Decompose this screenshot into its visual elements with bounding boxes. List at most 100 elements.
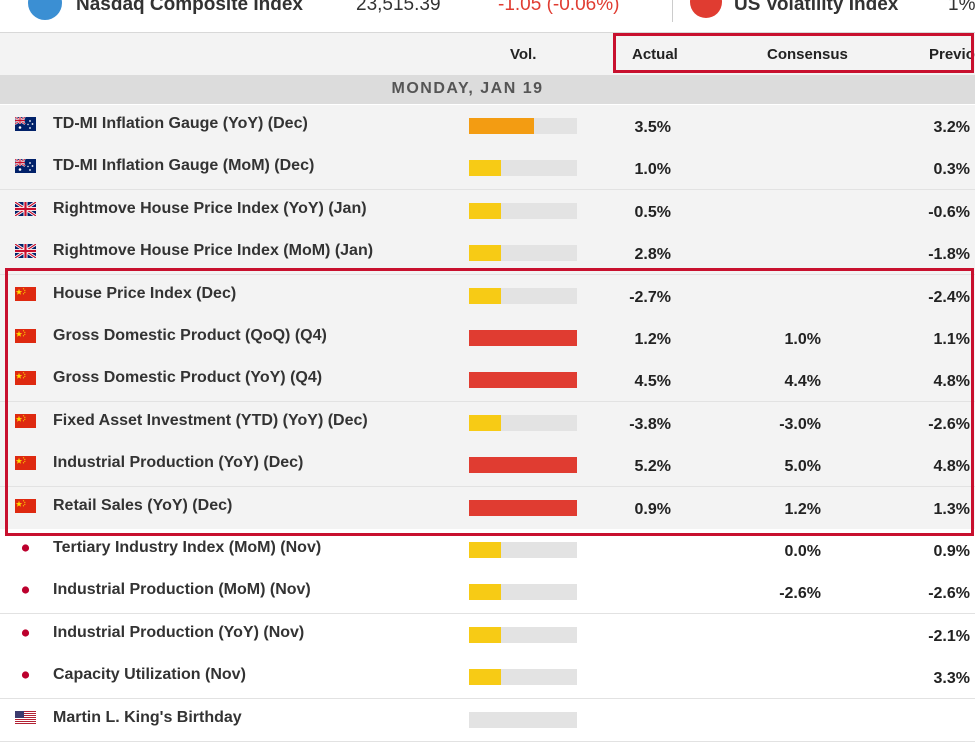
event-row[interactable]: Martin L. King's Birthday	[0, 699, 975, 742]
japan-flag-icon	[15, 626, 36, 640]
previous-value: -2.6%	[928, 585, 970, 602]
volatility-bar	[469, 712, 577, 728]
event-name[interactable]: House Price Index (Dec)	[53, 285, 237, 302]
event-name[interactable]: TD-MI Inflation Gauge (MoM) (Dec)	[53, 157, 315, 174]
event-row[interactable]: Tertiary Industry Index (MoM) (Nov) 0.0% 0…	[0, 529, 975, 572]
actual-value: 1.0%	[634, 161, 671, 178]
ticker-index2-value: 1%	[948, 0, 975, 15]
usa-flag-icon	[15, 711, 36, 725]
volatility-bar-fill	[469, 245, 501, 261]
header-actual: Actual	[632, 46, 678, 63]
event-row[interactable]: Rightmove House Price Index (YoY) (Jan) 0…	[0, 190, 975, 233]
australia-flag-icon	[14, 158, 36, 173]
volatility-bar	[469, 669, 577, 685]
event-name[interactable]: TD-MI Inflation Gauge (YoY) (Dec)	[53, 115, 308, 132]
previous-value: -2.4%	[928, 289, 970, 306]
japan-flag-icon	[15, 541, 36, 555]
previous-value: 4.8%	[933, 373, 970, 390]
event-row[interactable]: Rightmove House Price Index (MoM) (Jan) 2…	[0, 232, 975, 275]
previous-value: 1.1%	[933, 331, 970, 348]
ticker-divider	[672, 0, 673, 22]
previous-value: 4.8%	[933, 458, 970, 475]
actual-value: 2.8%	[634, 246, 671, 263]
china-flag-icon	[15, 456, 36, 470]
consensus-value: 5.0%	[784, 458, 821, 475]
event-name[interactable]: Retail Sales (YoY) (Dec)	[53, 497, 233, 514]
volatility-bar	[469, 203, 577, 219]
event-row[interactable]: Retail Sales (YoY) (Dec) 0.9% 1.2% 1.3%	[0, 487, 975, 530]
china-flag-icon	[15, 287, 36, 301]
event-name[interactable]: Gross Domestic Product (QoQ) (Q4)	[53, 327, 327, 344]
event-row[interactable]: Industrial Production (YoY) (Nov) -2.1%	[0, 614, 975, 657]
actual-value: 4.5%	[634, 373, 671, 390]
volatility-bar-fill	[469, 415, 501, 431]
previous-value: 0.3%	[933, 161, 970, 178]
actual-value: 5.2%	[634, 458, 671, 475]
volatility-bar-fill	[469, 542, 501, 558]
event-row[interactable]: TD-MI Inflation Gauge (MoM) (Dec) 1.0% 0.3…	[0, 147, 975, 190]
volatility-bar-fill	[469, 160, 501, 176]
volatility-bar-fill	[469, 584, 501, 600]
volatility-bar-fill	[469, 627, 501, 643]
table-header: Vol. Actual Consensus Previous	[0, 32, 975, 76]
event-name[interactable]: Martin L. King's Birthday	[53, 709, 242, 726]
market-ticker: Nasdaq Composite Index 23,515.39 -1.05 (…	[0, 0, 975, 30]
actual-value: 3.5%	[634, 119, 671, 136]
volatility-bar	[469, 288, 577, 304]
event-name[interactable]: Industrial Production (MoM) (Nov)	[53, 581, 311, 598]
header-vol: Vol.	[510, 46, 537, 63]
china-flag-icon	[15, 414, 36, 428]
actual-value: 0.5%	[634, 204, 671, 221]
ticker-index-name[interactable]: Nasdaq Composite Index	[76, 0, 303, 15]
volatility-bar-fill	[469, 288, 501, 304]
event-name[interactable]: Gross Domestic Product (YoY) (Q4)	[53, 369, 323, 386]
ticker-index-value: 23,515.39	[356, 0, 441, 15]
event-name[interactable]: Industrial Production (YoY) (Nov)	[53, 624, 305, 641]
header-previous: Previous	[929, 46, 975, 63]
volatility-bar	[469, 457, 577, 473]
australia-flag-icon	[14, 116, 36, 131]
event-name[interactable]: Capacity Utilization (Nov)	[53, 666, 246, 683]
date-group-row: MONDAY, JAN 19	[0, 75, 975, 104]
previous-value: 3.3%	[933, 670, 970, 687]
volatility-bar-fill	[469, 500, 577, 516]
consensus-value: 4.4%	[784, 373, 821, 390]
volatility-bar-fill	[469, 203, 501, 219]
event-row[interactable]: Industrial Production (YoY) (Dec) 5.2% 5.0…	[0, 444, 975, 487]
volatility-bar-fill	[469, 330, 577, 346]
previous-value: -2.6%	[928, 416, 970, 433]
event-row[interactable]: Industrial Production (MoM) (Nov) -2.6% -2…	[0, 571, 975, 614]
consensus-value: 1.2%	[784, 501, 821, 518]
japan-flag-icon	[15, 668, 36, 682]
china-flag-icon	[15, 329, 36, 343]
event-row[interactable]: Gross Domestic Product (YoY) (Q4) 4.5% 4.4…	[0, 359, 975, 402]
event-row[interactable]: House Price Index (Dec) -2.7% -2.4%	[0, 275, 975, 318]
event-row[interactable]: Fixed Asset Investment (YTD) (YoY) (Dec)…	[0, 402, 975, 445]
ticker-index2-name[interactable]: US Volatility Index	[734, 0, 899, 15]
volatility-bar	[469, 118, 577, 134]
ticker-index-change: -1.05 (-0.06%)	[498, 0, 620, 15]
event-name[interactable]: Rightmove House Price Index (MoM) (Jan)	[53, 242, 374, 259]
volatility-bar	[469, 627, 577, 643]
volatility-bar	[469, 160, 577, 176]
event-row[interactable]: Capacity Utilization (Nov) 3.3%	[0, 656, 975, 699]
volatility-bar-fill	[469, 372, 577, 388]
actual-value: -2.7%	[629, 289, 671, 306]
event-name[interactable]: Tertiary Industry Index (MoM) (Nov)	[53, 539, 322, 556]
event-name[interactable]: Rightmove House Price Index (YoY) (Jan)	[53, 200, 367, 217]
actual-value: 0.9%	[634, 501, 671, 518]
volatility-bar	[469, 500, 577, 516]
event-name[interactable]: Fixed Asset Investment (YTD) (YoY) (Dec)	[53, 412, 368, 429]
actual-value: -3.8%	[629, 416, 671, 433]
consensus-value: 0.0%	[784, 543, 821, 560]
uk-flag-icon	[14, 200, 37, 218]
consensus-value: -2.6%	[779, 585, 821, 602]
previous-value: -2.1%	[928, 628, 970, 645]
previous-value: 1.3%	[933, 501, 970, 518]
event-name[interactable]: Industrial Production (YoY) (Dec)	[53, 454, 304, 471]
event-row[interactable]: Gross Domestic Product (QoQ) (Q4) 1.2% 1.0…	[0, 317, 975, 360]
previous-value: -0.6%	[928, 204, 970, 221]
nasdaq-logo-icon	[28, 0, 62, 20]
event-row[interactable]: TD-MI Inflation Gauge (YoY) (Dec) 3.5% 3.2…	[0, 105, 975, 148]
volatility-bar-fill	[469, 457, 577, 473]
